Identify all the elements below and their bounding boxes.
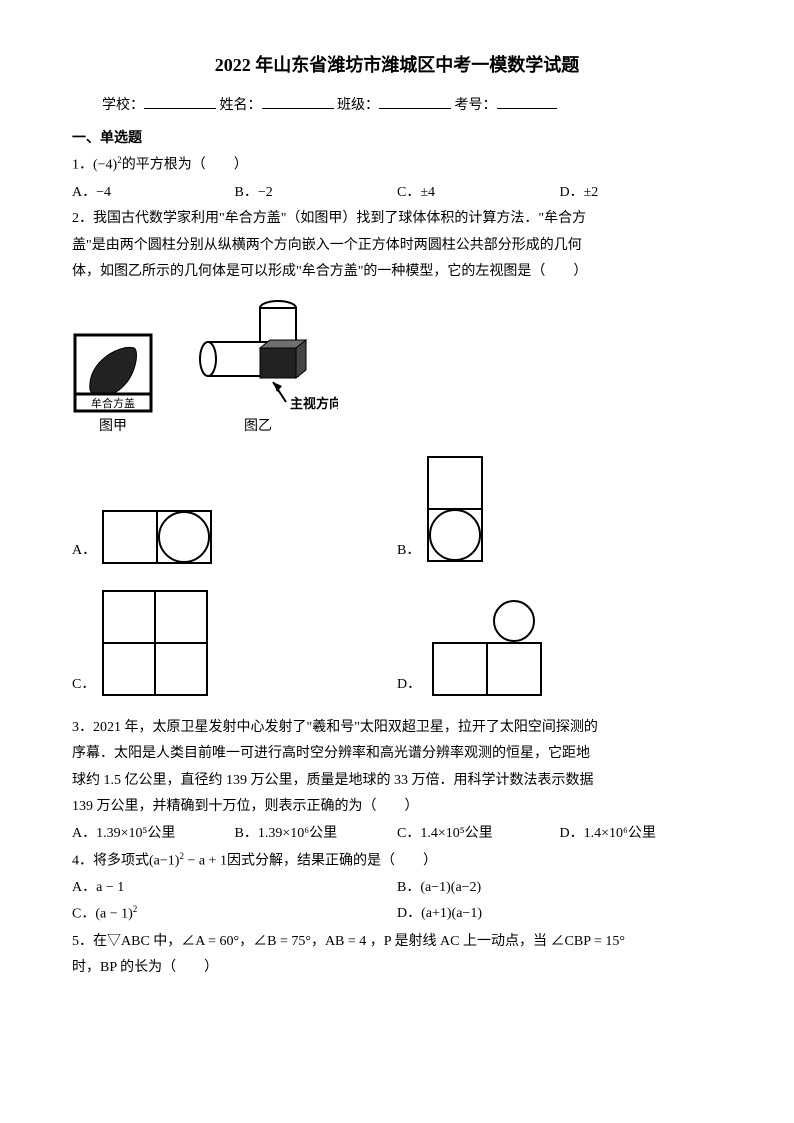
- figure-yi-caption: 图乙: [178, 414, 338, 441]
- q2-opt-d-icon: [427, 599, 547, 699]
- page-title: 2022 年山东省潍坊市潍城区中考一模数学试题: [72, 48, 722, 82]
- q3-line4: 139 万公里，并精确到十万位，则表示正确的为（ ）: [72, 794, 722, 821]
- q2-opt-a: A．: [72, 455, 397, 565]
- q3-opt-b: B．1.39×10⁶公里: [235, 821, 398, 848]
- q4-sup-c: 2: [133, 904, 138, 914]
- question-5: 5．在▽ABC 中，∠A = 60°，∠B = 75°，AB = 4 ，P 是射…: [72, 929, 722, 982]
- mouhe-icon: 牟合方盖: [72, 332, 154, 414]
- q2-opt-d-label: D．: [397, 672, 421, 699]
- q4-stem-d: 因式分解，结果正确的是（ ）: [227, 853, 437, 868]
- q3-options: A．1.39×10⁵公里 B．1.39×10⁶公里 C．1.4×10⁵公里 D．…: [72, 821, 722, 848]
- q3-line2: 序幕．太阳是人类目前唯一可进行高时空分辨率和高光谱分辨率观测的恒星，它距地: [72, 741, 722, 768]
- q4-options-row1: A．a − 1 B．(a−1)(a−2): [72, 875, 722, 902]
- q3-opt-d: D．1.4×10⁶公里: [560, 821, 723, 848]
- name-blank[interactable]: [262, 92, 334, 109]
- q2-opt-c-label: C．: [72, 672, 95, 699]
- q1-stem-num: 1．: [72, 158, 93, 173]
- q2-opt-a-label: A．: [72, 538, 96, 565]
- figure-jia-caption: 图甲: [72, 414, 154, 441]
- q2-opt-c: C．: [72, 589, 397, 699]
- figure-yi: 主视方向 图乙: [178, 294, 338, 441]
- question-4: 4．将多项式(a−1)2 − a + 1因式分解，结果正确的是（ ）: [72, 848, 722, 875]
- model-icon: 主视方向: [178, 294, 338, 414]
- school-blank[interactable]: [144, 92, 216, 109]
- q2-line2: 盖"是由两个圆柱分别从纵横两个方向嵌入一个正方体时两圆柱公共部分形成的几何: [72, 233, 722, 260]
- school-label: 学校：: [102, 98, 144, 113]
- q4-stem-a: 4．将多项式: [72, 853, 149, 868]
- section-heading: 一、单选题: [72, 126, 722, 153]
- q2-opt-d: D．: [397, 589, 722, 699]
- figure-jia: 牟合方盖 图甲: [72, 332, 154, 441]
- q2-opt-c-icon: [101, 589, 211, 699]
- class-label: 班级：: [337, 98, 379, 113]
- q5-line2: 时，BP 的长为（ ）: [72, 955, 722, 982]
- q5-line1a: 5．在▽ABC 中，∠A = 60°，∠B = 75°，AB = 4 ，P 是射…: [72, 934, 551, 949]
- question-1: 1．(−4)2的平方根为（ ）: [72, 152, 722, 179]
- q2-line1: 2．我国古代数学家利用"牟合方盖"（如图甲）找到了球体体积的计算方法．"牟合方: [72, 206, 722, 233]
- q2-opt-b: B．: [397, 455, 722, 565]
- q1-stem-tail: 的平方根为（ ）: [122, 158, 248, 173]
- q1-opt-b: B．−2: [235, 180, 398, 207]
- q4-opt-a: A．a − 1: [72, 875, 397, 902]
- svg-text:牟合方盖: 牟合方盖: [91, 396, 135, 410]
- q1-expr: (−4): [93, 158, 117, 173]
- q2-opt-a-icon: [102, 510, 212, 565]
- q2-figures: 牟合方盖 图甲 主视方向 图乙: [72, 294, 722, 441]
- q2-options: A． B． C． D．: [72, 455, 722, 699]
- q4-options-row2: C．(a − 1)2 D．(a+1)(a−1): [72, 901, 722, 928]
- q5-line1b: ∠CBP = 15°: [551, 934, 625, 949]
- q4-expr1: (a−1): [149, 853, 179, 868]
- q3-opt-a: A．1.39×10⁵公里: [72, 821, 235, 848]
- q1-opt-c: C．±4: [397, 180, 560, 207]
- q2-opt-b-icon: [426, 455, 486, 565]
- q2-line3: 体，如图乙所示的几何体是可以形成"牟合方盖"的一种模型，它的左视图是（ ）: [72, 259, 722, 286]
- q4-expr2: − a + 1: [184, 853, 227, 868]
- q1-opt-a: A．−4: [72, 180, 235, 207]
- q1-opt-d: D．±2: [560, 180, 723, 207]
- class-blank[interactable]: [379, 92, 451, 109]
- q3-line1: 3．2021 年，太原卫星发射中心发射了"羲和号"太阳双超卫星，拉开了太阳空间探…: [72, 715, 722, 742]
- exam-label: 考号：: [455, 98, 497, 113]
- q1-options: A．−4 B．−2 C．±4 D．±2: [72, 180, 722, 207]
- name-label: 姓名：: [220, 98, 262, 113]
- q3-opt-c: C．1.4×10⁵公里: [397, 821, 560, 848]
- svg-text:主视方向: 主视方向: [290, 396, 338, 411]
- q4-opt-c: C．(a − 1)2: [72, 901, 397, 928]
- student-info-line: 学校： 姓名： 班级： 考号：: [72, 92, 722, 120]
- q2-opt-b-label: B．: [397, 538, 420, 565]
- question-3: 3．2021 年，太原卫星发射中心发射了"羲和号"太阳双超卫星，拉开了太阳空间探…: [72, 715, 722, 821]
- q3-line3: 球约 1.5 亿公里，直径约 139 万公里，质量是地球的 33 万倍．用科学计…: [72, 768, 722, 795]
- exam-blank[interactable]: [497, 92, 557, 109]
- q4-opt-d: D．(a+1)(a−1): [397, 901, 722, 928]
- question-2: 2．我国古代数学家利用"牟合方盖"（如图甲）找到了球体体积的计算方法．"牟合方 …: [72, 206, 722, 286]
- q4-opt-b: B．(a−1)(a−2): [397, 875, 722, 902]
